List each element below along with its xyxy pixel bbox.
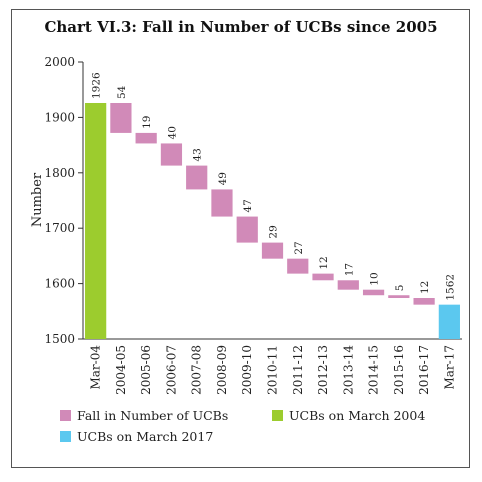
bar-fall xyxy=(211,189,233,217)
y-tick-label: 2000 xyxy=(44,55,75,69)
data-label: 49 xyxy=(217,172,229,185)
bar-fall xyxy=(160,143,183,166)
y-tick-label: 1500 xyxy=(44,332,75,346)
data-label: 1926 xyxy=(91,72,103,99)
x-tick-label: 2008-09 xyxy=(215,345,229,395)
bar-fall xyxy=(388,295,410,299)
legend-item-march-2004-swatch xyxy=(272,410,283,421)
x-tick-label: 2007-08 xyxy=(190,345,204,395)
bar-fall xyxy=(186,165,208,190)
x-tick-label: 2011-12 xyxy=(291,345,305,395)
y-tick-label: 1700 xyxy=(44,221,75,235)
data-label: 5 xyxy=(394,285,406,292)
y-tick-label: 1800 xyxy=(44,166,75,180)
x-tick-label: 2004-05 xyxy=(114,345,128,395)
bar-fall xyxy=(110,102,132,133)
x-tick-label: 2009-10 xyxy=(240,345,254,395)
legend-item-march-2004-label: UCBs on March 2004 xyxy=(289,408,425,423)
bar-fall xyxy=(312,273,334,281)
data-label: 27 xyxy=(293,241,305,254)
legend: Fall in Number of UCBs UCBs on March 2004… xyxy=(60,408,425,444)
x-tick-label: 2014-15 xyxy=(367,345,381,395)
data-label: 29 xyxy=(268,225,280,238)
legend-item-march-2017-swatch xyxy=(60,431,71,442)
y-axis-label: Number xyxy=(30,172,45,227)
chart-title: Chart VI.3: Fall in Number of UCBs since… xyxy=(44,18,438,36)
x-tick-label: Mar-04 xyxy=(89,345,103,390)
y-tick-label: 1900 xyxy=(44,110,75,124)
data-label: 19 xyxy=(141,116,153,129)
x-tick-label: 2005-06 xyxy=(139,345,153,395)
legend-item-march-2017-label: UCBs on March 2017 xyxy=(77,429,213,444)
y-tick-label: 1600 xyxy=(44,277,75,291)
data-label: 12 xyxy=(318,256,330,269)
data-label: 43 xyxy=(192,148,204,161)
data-label: 1562 xyxy=(444,274,456,301)
data-label: 54 xyxy=(116,85,128,99)
x-tick-label: 2006-07 xyxy=(164,345,178,395)
data-label: 10 xyxy=(369,272,381,285)
bar-start xyxy=(85,102,107,339)
bar-fall xyxy=(413,298,435,305)
x-tick-label: Mar-17 xyxy=(442,345,456,390)
bar-fall xyxy=(337,280,359,290)
bar-fall xyxy=(261,242,284,259)
data-label: 47 xyxy=(242,199,254,212)
plot-area: 1500 1600 1700 1800 1900 2000 1926 Mar-04 54 2004… xyxy=(44,55,462,395)
data-label: 40 xyxy=(166,126,178,139)
x-tick-label: 2015-16 xyxy=(392,345,406,395)
bar-fall xyxy=(135,132,157,144)
data-label: 12 xyxy=(419,281,431,294)
bar-fall xyxy=(287,258,309,274)
data-label: 17 xyxy=(343,263,355,276)
legend-item-fall-label: Fall in Number of UCBs xyxy=(77,408,228,423)
x-tick-label: 2012-13 xyxy=(316,345,330,395)
x-tick-label: 2016-17 xyxy=(417,345,431,395)
x-tick-label: 2013-14 xyxy=(341,345,355,395)
bar-end xyxy=(438,304,460,339)
x-tick-label: 2010-11 xyxy=(266,345,280,395)
bar-fall xyxy=(236,216,258,243)
legend-item-fall-swatch xyxy=(60,410,71,421)
bar-fall xyxy=(362,289,385,296)
